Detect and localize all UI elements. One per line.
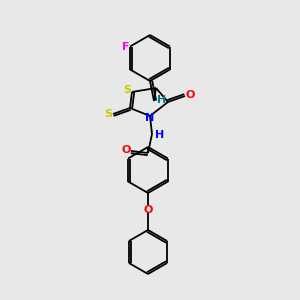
Text: H: H <box>155 130 165 140</box>
Text: S: S <box>104 109 112 119</box>
Text: S: S <box>123 85 131 95</box>
Text: O: O <box>143 205 153 215</box>
Text: N: N <box>146 113 154 123</box>
Text: H: H <box>158 95 166 105</box>
Text: O: O <box>121 145 131 155</box>
Text: F: F <box>122 41 130 52</box>
Text: O: O <box>185 90 195 100</box>
